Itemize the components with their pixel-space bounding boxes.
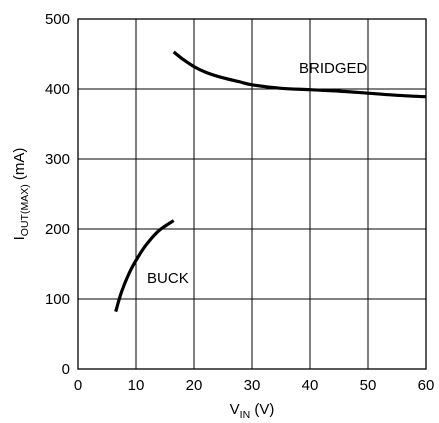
y-tick-label: 0 <box>62 361 70 378</box>
x-axis-title: VIN (V) <box>230 401 275 421</box>
y-axis-title-main: I <box>11 236 28 240</box>
y-axis-ticks: 0 100 200 300 400 500 <box>45 11 70 378</box>
y-tick-label: 100 <box>45 291 70 308</box>
series-line-buck <box>114 219 175 313</box>
x-tick-label: 50 <box>360 377 377 394</box>
annotation-buck: BUCK <box>147 270 189 287</box>
x-axis-title-unit: (V) <box>250 401 274 418</box>
series-group <box>114 50 427 313</box>
x-axis-title-main: V <box>230 401 240 418</box>
annotation-bridged: BRIDGED <box>299 60 368 77</box>
x-tick-label: 10 <box>128 377 145 394</box>
y-tick-label: 200 <box>45 221 70 238</box>
y-axis-title: IOUT(MAX) (mA) <box>11 148 31 241</box>
x-tick-label: 20 <box>186 377 203 394</box>
x-axis-ticks: 0 10 20 30 40 50 60 <box>74 377 435 394</box>
grid <box>78 19 426 369</box>
x-tick-label: 30 <box>244 377 261 394</box>
y-axis-title-unit: (mA) <box>11 148 28 185</box>
x-tick-label: 0 <box>74 377 82 394</box>
plot-frame <box>77 18 427 370</box>
x-tick-label: 40 <box>302 377 319 394</box>
y-tick-label: 300 <box>45 151 70 168</box>
series-line-bridged <box>172 50 427 99</box>
annotations: BRIDGED BUCK <box>147 60 367 287</box>
y-axis-title-subscript: OUT(MAX) <box>19 184 31 236</box>
x-axis-title-subscript: IN <box>240 409 251 421</box>
x-tick-label: 60 <box>418 377 435 394</box>
y-tick-label: 500 <box>45 11 70 28</box>
y-tick-label: 400 <box>45 81 70 98</box>
